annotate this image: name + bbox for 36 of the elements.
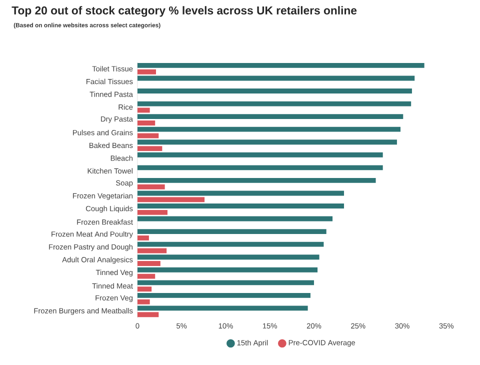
bar <box>137 178 376 184</box>
bar <box>137 216 333 222</box>
bar <box>137 242 324 247</box>
bar <box>137 268 318 272</box>
bar <box>137 210 168 216</box>
bar <box>137 300 150 304</box>
bar <box>137 76 415 81</box>
bar <box>137 229 326 234</box>
bar <box>137 146 162 152</box>
bar <box>137 114 404 120</box>
bar <box>137 197 205 202</box>
bar <box>137 120 156 126</box>
bar <box>137 293 310 298</box>
bar <box>137 140 397 145</box>
bar <box>137 254 320 260</box>
chart-title: Top 20 out of stock category % levels across UK retailers online <box>12 6 357 17</box>
bar <box>137 280 314 286</box>
bar <box>137 88 412 94</box>
bar <box>137 184 165 190</box>
bar <box>137 306 308 311</box>
bar <box>137 152 383 158</box>
bar <box>137 274 156 279</box>
bar <box>137 312 159 318</box>
bar <box>137 108 150 113</box>
bar <box>137 165 383 170</box>
bar <box>137 101 412 106</box>
bar <box>137 126 400 132</box>
bar <box>137 286 152 292</box>
bar <box>137 236 149 241</box>
bar <box>137 261 160 266</box>
bar <box>137 63 424 68</box>
bar <box>137 204 344 209</box>
bar <box>137 248 167 254</box>
bar <box>137 70 156 74</box>
bar <box>137 190 344 196</box>
bar <box>137 133 159 138</box>
